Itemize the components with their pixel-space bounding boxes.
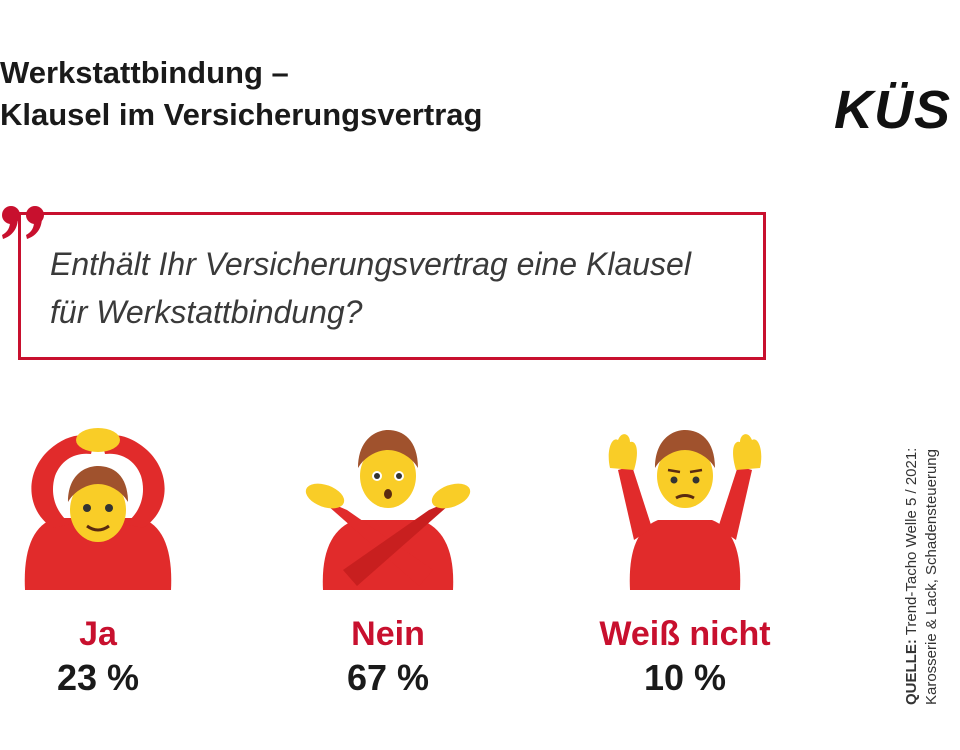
person-no-gesture-icon [305, 430, 471, 590]
value-label-ja: 23 % [56, 657, 140, 698]
source-text-line-2: Karosserie & Lack, Schadensteuerung [923, 449, 940, 705]
category-label-weiss-nicht: Weiß nicht [599, 615, 771, 653]
answer-nein: Nein 67 % [258, 420, 518, 698]
source-text: Trend-Tacho Welle 5 / 2021: [903, 447, 920, 636]
chart-title: Werkstattbindung – Klausel im Versicheru… [0, 52, 482, 136]
value-label-nein: 67 % [346, 657, 430, 698]
source-note: QUELLE: Trend-Tacho Welle 5 / 2021: Karo… [902, 375, 942, 705]
source-label: QUELLE: [903, 639, 920, 705]
quotation-mark-icon [2, 206, 44, 239]
title-line-2: Klausel im Versicherungsvertrag [0, 97, 483, 132]
answer-ja: Ja 23 % [0, 420, 228, 698]
question-line-1: Enthält Ihr Versicherungsvertrag eine Kl… [50, 246, 691, 282]
value-label-weiss-nicht: 10 % [643, 657, 727, 698]
person-ok-gesture-icon [24, 428, 172, 590]
category-label-nein: Nein [351, 615, 425, 653]
question-box [18, 212, 766, 360]
answer-weiss-nicht: Weiß nicht 10 % [555, 420, 815, 698]
person-shrug-icon [608, 430, 762, 590]
survey-question: Enthält Ihr Versicherungsvertrag eine Kl… [50, 240, 770, 336]
kues-logo: KÜS [834, 80, 952, 140]
title-line-1: Werkstattbindung – [0, 55, 289, 90]
question-line-2: für Werkstattbindung? [50, 294, 363, 330]
category-label-ja: Ja [79, 615, 117, 653]
